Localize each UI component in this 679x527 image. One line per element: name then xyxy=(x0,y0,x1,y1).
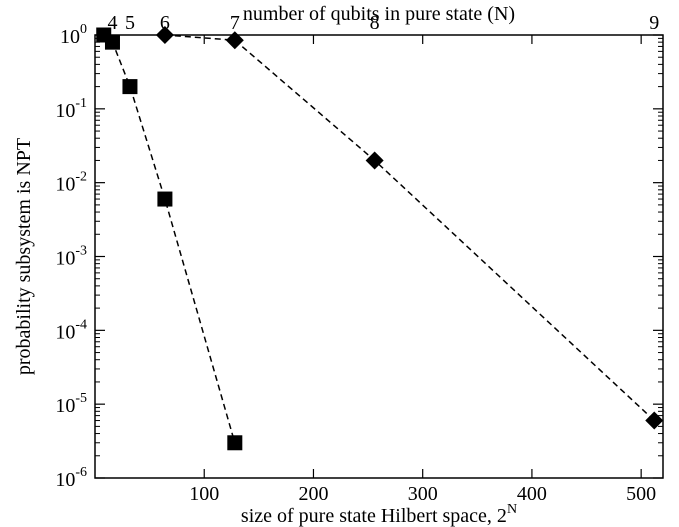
square-marker xyxy=(227,435,243,451)
diamond-marker xyxy=(155,26,174,44)
x-axis-title: size of pure state Hilbert space, 2N xyxy=(241,502,517,527)
top-tick-label: 9 xyxy=(649,12,659,34)
square-marker xyxy=(157,191,173,207)
x-axis-title-superscript: N xyxy=(507,502,517,517)
square-marker xyxy=(104,34,120,50)
y-tick-label: 10-6 xyxy=(55,465,87,491)
diamond-marker xyxy=(365,151,384,170)
top-axis-title: number of qubits in pure state (N) xyxy=(243,3,515,25)
series-lines xyxy=(103,34,655,444)
x-axis-title-text: size of pure state Hilbert space, 2 xyxy=(241,505,507,527)
top-tick-label: 4 xyxy=(107,12,117,34)
top-tick-label: 7 xyxy=(230,12,240,34)
y-tick-label: 10-2 xyxy=(55,170,87,196)
y-tick-label: 10-5 xyxy=(55,391,87,417)
top-tick-label: 6 xyxy=(160,12,170,34)
ticks-layer: 100 200 300 400 500 4 5 6 7 8 9 100 10-1 10-2 10-3 10-4… xyxy=(55,12,663,505)
series-markers xyxy=(96,26,664,451)
y-tick-label: 10-4 xyxy=(55,317,87,343)
x-tick-label: 200 xyxy=(298,483,328,505)
y-tick-label: 100 xyxy=(60,22,87,48)
diamond-marker xyxy=(645,411,664,430)
x-tick-label: 500 xyxy=(626,483,656,505)
y-axis-title: probability subsystem is NPT xyxy=(13,138,35,375)
diamond-marker xyxy=(225,31,244,50)
series-1-line xyxy=(103,34,236,444)
series-2-line xyxy=(164,34,655,422)
x-tick-label: 400 xyxy=(517,483,547,505)
top-tick-label: 5 xyxy=(125,12,135,34)
y-tick-label: 10-1 xyxy=(55,96,87,122)
square-marker xyxy=(122,79,138,95)
x-tick-label: 300 xyxy=(408,483,438,505)
x-tick-label: 100 xyxy=(189,483,219,505)
y-tick-label: 10-3 xyxy=(55,244,87,270)
plot-frame xyxy=(94,34,664,479)
top-tick-label: 8 xyxy=(370,12,380,34)
